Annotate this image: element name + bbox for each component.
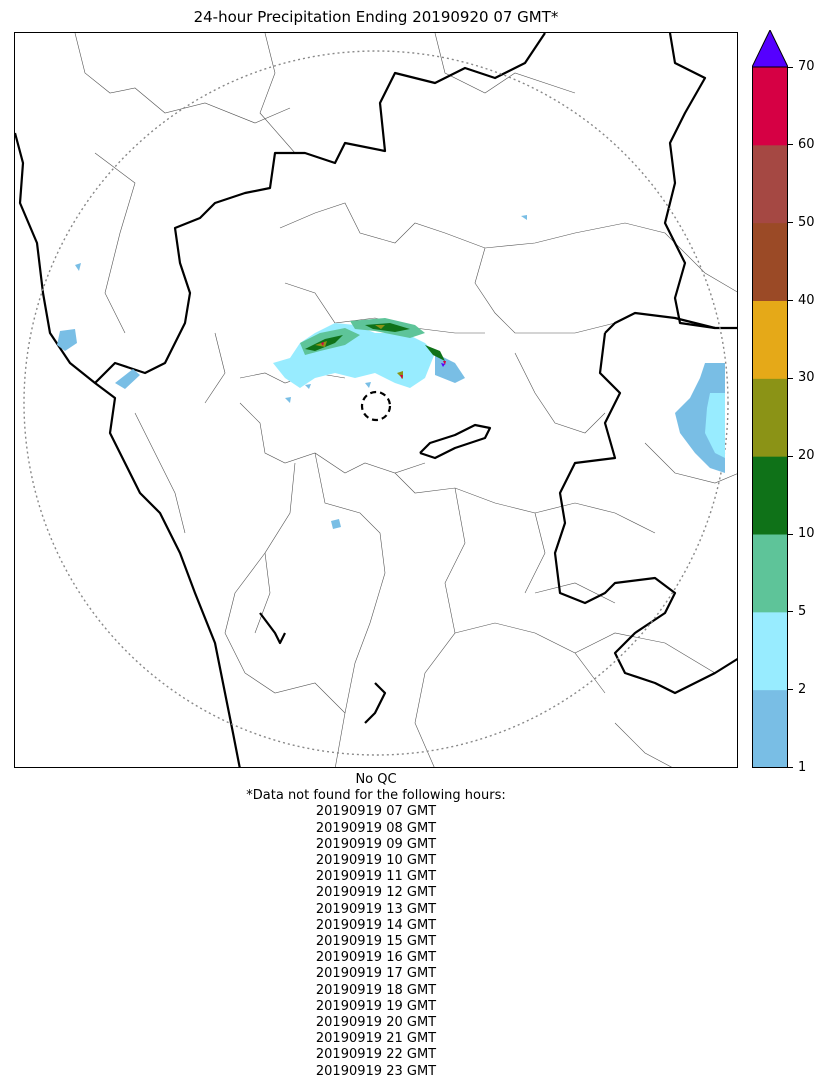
missing-hour-item: 20190919 20 GMT: [315, 1015, 437, 1031]
state-boundaries: [15, 33, 737, 767]
echo-west-2: [115, 369, 140, 389]
echo-central-over: [441, 363, 445, 367]
colorbar-tick-label: 5: [798, 603, 807, 619]
colorbar-bin: [752, 456, 788, 535]
colorbar-frame: [752, 66, 788, 768]
precipitation-map: [14, 32, 738, 768]
echo-central-heavy: [305, 323, 445, 361]
missing-hour-item: 20190919 22 GMT: [315, 1047, 437, 1063]
qc-note: No QC: [355, 772, 397, 787]
missing-hour-item: 20190919 11 GMT: [315, 869, 437, 885]
colorbar-bin: [752, 144, 788, 224]
colorbar-tick-label: 20: [798, 448, 815, 464]
missing-hour-item: 20190919 12 GMT: [315, 885, 437, 901]
colorbar-tick-mark: [788, 455, 793, 457]
radar-range-ring: [23, 50, 729, 756]
colorbar-tick-label: 10: [798, 526, 815, 541]
echo-south: [331, 519, 341, 529]
colorbar-bin: [752, 378, 788, 457]
colorbar-tick-mark: [788, 377, 793, 379]
colorbar-bin: [752, 689, 788, 768]
map-canvas: [15, 33, 737, 767]
colorbar-tick-label: 60: [798, 136, 815, 152]
colorbar-tick-label: 40: [798, 292, 815, 308]
colorbar-tick-mark: [788, 300, 793, 301]
colorbar-tick-label: 70: [798, 59, 815, 74]
missing-hour-item: 20190919 07 GMT: [315, 804, 437, 820]
colorbar-bin: [752, 222, 788, 301]
district-boundaries: [74, 33, 737, 767]
radar-site-marker: [360, 390, 392, 422]
echo-west-3: [75, 263, 81, 271]
colorbar-tick-mark: [788, 66, 793, 68]
missing-hour-item: 20190919 15 GMT: [315, 934, 437, 950]
colorbar: [752, 30, 788, 768]
colorbar-bin: [752, 67, 788, 146]
colorbar-tick-label: 1: [798, 759, 807, 775]
precipitation-echoes: [57, 215, 725, 529]
missing-hour-item: 20190919 17 GMT: [315, 966, 437, 982]
colorbar-bin: [752, 611, 788, 691]
missing-hour-item: 20190919 08 GMT: [315, 820, 437, 836]
missing-hour-item: 20190919 18 GMT: [315, 982, 437, 998]
colorbar-tick-mark: [788, 533, 793, 535]
missing-hour-item: 20190919 19 GMT: [315, 998, 437, 1014]
echo-west-1: [57, 329, 77, 351]
notes-panel: No QC *Data not found for the following …: [14, 772, 738, 1080]
colorbar-bins: [752, 67, 788, 768]
missing-hours-list: 20190919 07 GMT 20190919 08 GMT 20190919 0…: [14, 804, 738, 1079]
echo-ne: [521, 215, 527, 220]
colorbar-bin: [752, 300, 788, 379]
missing-hour-item: 20190919 23 GMT: [315, 1063, 437, 1079]
missing-hour-item: 20190919 14 GMT: [315, 917, 437, 933]
missing-hour-item: 20190919 10 GMT: [315, 853, 437, 869]
colorbar-tick-mark: [788, 222, 793, 224]
missing-hours-header: *Data not found for the following hours:: [246, 788, 506, 804]
missing-hour-item: 20190919 21 GMT: [315, 1031, 437, 1047]
echo-central-light-2: [435, 353, 465, 383]
colorbar-over-arrow: [752, 30, 788, 68]
missing-hour-item: 20190919 09 GMT: [315, 836, 437, 852]
colorbar-tick-label: 50: [798, 214, 815, 230]
missing-hour-item: 20190919 13 GMT: [315, 901, 437, 917]
map-title: 24-hour Precipitation Ending 20190920 07…: [193, 8, 559, 26]
echo-east-band-core: [705, 393, 725, 458]
colorbar-tick-mark: [788, 767, 793, 768]
colorbar-bin: [752, 534, 788, 613]
colorbar-tick-label: 2: [798, 681, 807, 697]
missing-hour-item: 20190919 16 GMT: [315, 950, 437, 966]
colorbar-tick-mark: [788, 144, 793, 146]
colorbar-tick-mark: [788, 611, 793, 613]
colorbar-tick-label: 30: [798, 370, 815, 386]
colorbar-tick-mark: [788, 689, 793, 691]
